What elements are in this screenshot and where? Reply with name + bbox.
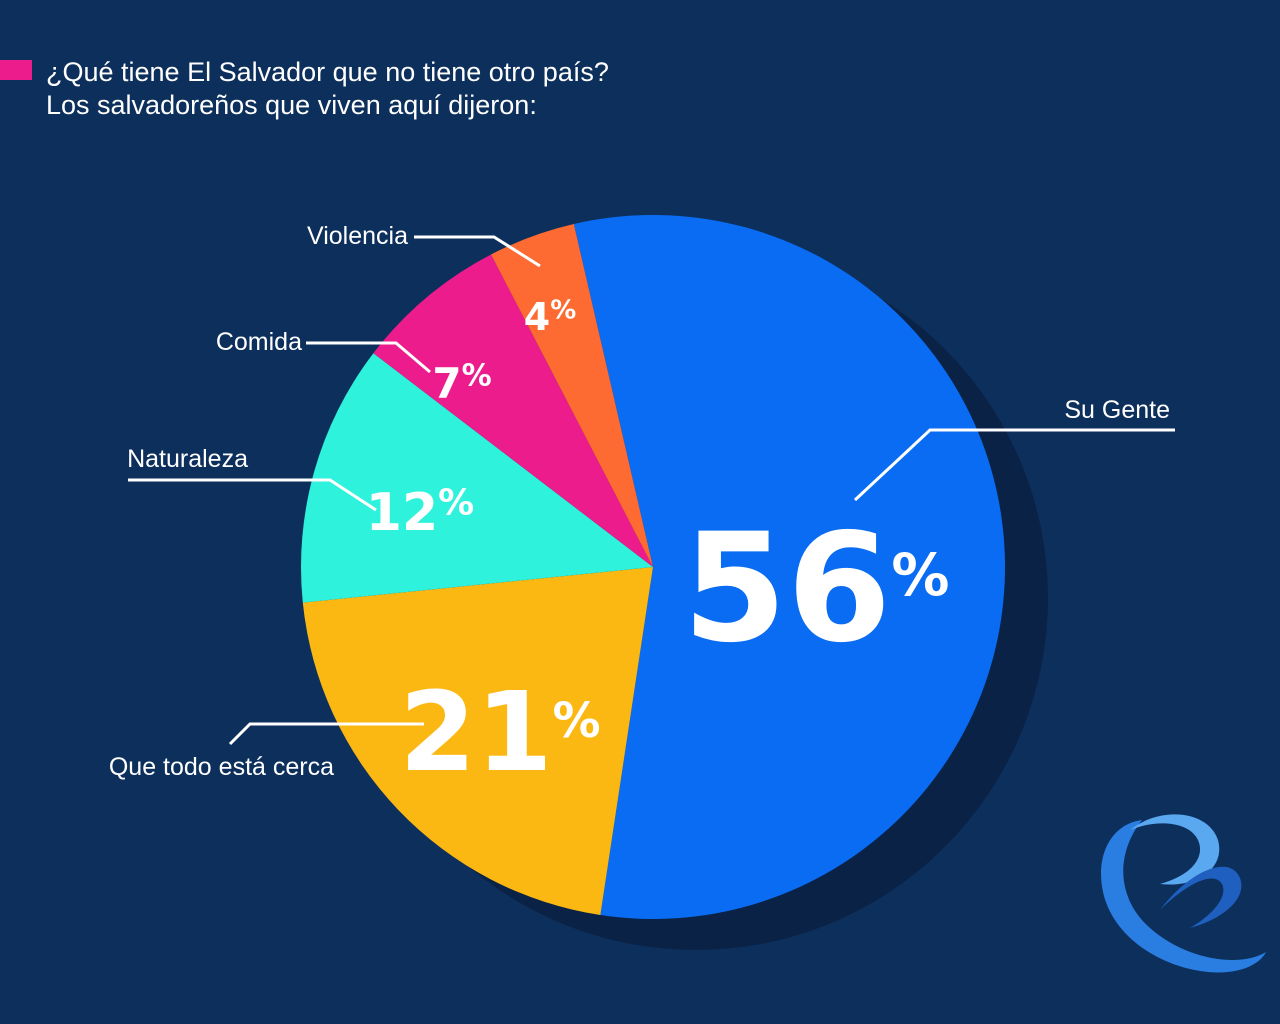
leader-line-violencia: [414, 235, 541, 268]
category-label-violencia: Violencia: [307, 222, 408, 250]
percent-label-su-gente: 56%: [683, 502, 950, 676]
pie-slice-su-gente: [573, 214, 1006, 919]
percent-label-violencia: 4%: [524, 295, 577, 339]
category-labels: Su Gente Que todo está cerca Naturaleza Com…: [109, 222, 1170, 781]
title-line-1: ¿Qué tiene El Salvador que no tiene otro…: [46, 57, 609, 87]
pie-slice-violencia: [491, 224, 653, 567]
percent-label-naturaleza: 12%: [366, 482, 474, 543]
percent-labels: 56% 21% 12% 7% 4%: [366, 295, 950, 796]
pie-slices: [300, 214, 1006, 919]
leader-line-su-gente: [853, 428, 1175, 502]
percent-label-que-todo-esta-cerca: 21%: [399, 668, 600, 796]
pie-slice-que-todo-esta-cerca: [302, 567, 653, 916]
category-label-que-todo-esta-cerca: Que todo está cerca: [109, 753, 334, 781]
e-swirl-logo-icon: [1101, 814, 1266, 973]
chart-title: ¿Qué tiene El Salvador que no tiene otro…: [46, 56, 609, 122]
leader-lines: [128, 235, 1175, 746]
category-label-comida: Comida: [216, 328, 302, 356]
percent-label-comida: 7%: [432, 358, 491, 408]
title-marker: [0, 60, 32, 80]
category-label-naturaleza: Naturaleza: [127, 445, 248, 473]
leader-line-naturaleza: [128, 478, 377, 512]
pie-slice-comida: [373, 254, 653, 568]
leader-line-que-todo-esta-cerca: [228, 722, 424, 746]
category-label-su-gente: Su Gente: [1064, 396, 1170, 424]
title-line-2: Los salvadoreños que viven aquí dijeron:: [46, 90, 537, 120]
pie-slice-naturaleza: [300, 353, 653, 603]
leader-line-comida: [306, 341, 431, 374]
